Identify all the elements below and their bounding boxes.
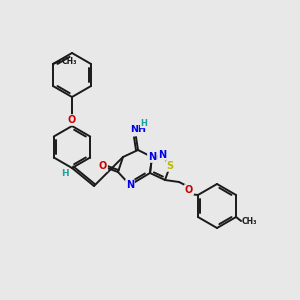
Text: H: H <box>61 169 69 178</box>
Text: CH₃: CH₃ <box>62 56 77 65</box>
Text: H: H <box>141 118 147 127</box>
Text: NH: NH <box>130 124 146 134</box>
Text: N: N <box>158 150 166 160</box>
Text: O: O <box>68 115 76 125</box>
Text: N: N <box>126 180 134 190</box>
Text: CH₃: CH₃ <box>242 218 258 226</box>
Text: O: O <box>185 185 193 195</box>
Text: S: S <box>167 161 174 171</box>
Text: N: N <box>148 152 156 162</box>
Text: O: O <box>99 161 107 171</box>
